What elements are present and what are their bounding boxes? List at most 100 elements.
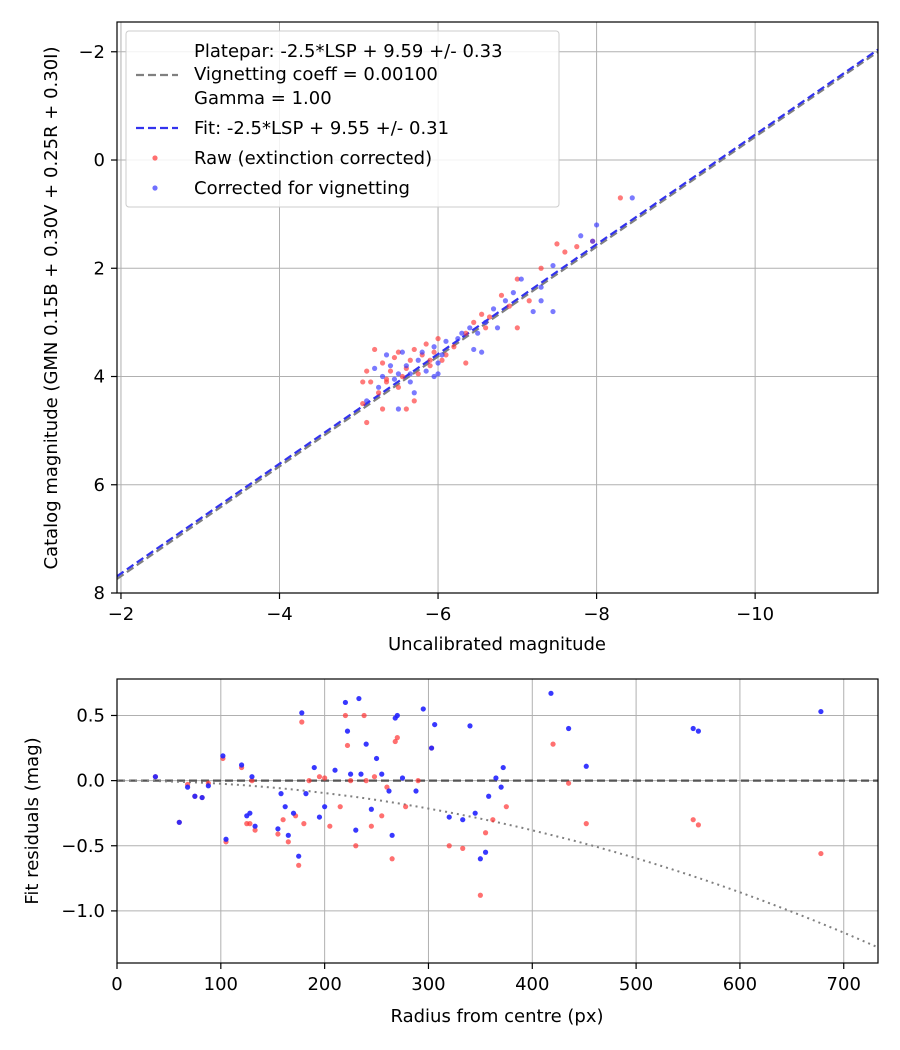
fit-line [116,48,879,578]
x-tick-label: 200 [307,974,341,995]
corrected-residual-point [460,817,466,823]
y-tick-label: −2 [78,42,105,63]
calibration-chart: −2 −4 −6 −8 −10 −2 0 2 4 6 8 Uncalibrated magnitud… [41,21,879,655]
raw-residual-point [482,830,489,836]
corrected-residual-point [152,774,159,780]
raw-point [443,352,449,358]
corrected-point [419,349,425,355]
vignetting-curve [116,779,879,949]
corrected-residual-point [368,806,374,812]
corrected-residual-point [467,723,473,729]
corrected-point [518,276,524,282]
raw-point [562,249,568,255]
corrected-point [538,284,544,290]
corrected-residual-point [249,774,255,780]
legend-platepar-line1: Platepar: -2.5*LSP + 9.59 +/- 0.33 [194,41,503,62]
legend-corrected-marker [152,185,158,191]
corrected-residual-point [247,810,253,816]
raw-residual-point [285,839,291,845]
raw-point [574,244,580,250]
raw-residual-point [550,741,556,747]
raw-point [514,276,520,282]
corrected-point [483,319,489,325]
x-tick-label: 100 [204,974,238,995]
raw-point [411,346,417,353]
corrected-residual-point [420,706,426,712]
corrected-point [435,360,441,366]
raw-point [360,379,366,385]
corrected-point [372,365,378,371]
raw-residual-point [477,892,483,898]
raw-point [498,292,505,298]
raw-point [379,406,386,412]
corrected-point [590,238,596,244]
raw-residual-point [337,804,343,810]
corrected-point [494,325,501,331]
corrected-residual-point [220,753,226,759]
top-points [360,195,635,426]
corrected-point [395,371,402,377]
corrected-residual-point [356,695,362,702]
y-tick-label: −0.5 [61,836,105,857]
raw-point [395,384,402,390]
raw-residual-point [361,712,367,719]
raw-residual-point [503,804,509,810]
y-tick-label: 8 [94,583,105,604]
corrected-point [431,373,437,380]
corrected-residual-point [275,826,281,832]
x-tick-label: −6 [425,604,452,625]
top-y-axis-label: Catalog magnitude (GMN 0.15B + 0.30V + 0… [41,46,62,569]
corrected-residual-point [379,771,385,777]
top-plot-frame [116,21,879,594]
corrected-residual-point [353,827,359,833]
raw-residual-point [384,784,390,790]
x-tick-label: −2 [108,604,135,625]
bottom-points [152,690,824,898]
bottom-reference-lines [116,779,879,949]
raw-residual-point [490,817,496,823]
bottom-x-axis-label: Radius from centre (px) [390,1006,603,1027]
raw-point [403,406,409,412]
corrected-residual-point [316,814,323,820]
legend: Platepar: -2.5*LSP + 9.59 +/- 0.33 Vigne… [125,30,560,208]
corrected-residual-point [311,764,317,771]
raw-residual-point [296,862,302,868]
corrected-point [395,406,402,412]
corrected-residual-point [192,793,198,799]
y-tick-label: 0 [94,150,105,171]
corrected-point [415,357,421,363]
corrected-point [391,376,398,382]
corrected-residual-point [446,814,452,820]
y-tick-label: 0.5 [76,705,105,726]
residuals-chart: 0 100 200 300 400 500 600 700 −1.0 −0.5 0.0 0.5 Rad… [22,678,879,1027]
raw-residual-point [316,774,323,780]
raw-point [483,325,489,331]
raw-residual-point [280,817,286,823]
x-tick-label: 600 [723,974,757,995]
corrected-residual-point [394,712,400,719]
raw-residual-point [403,804,409,810]
raw-point [526,298,532,304]
legend-box [125,30,560,208]
corrected-point [459,330,465,336]
corrected-point [443,338,449,344]
raw-point [479,311,485,317]
raw-point [364,419,370,426]
corrected-point [379,373,386,380]
corrected-residual-point [477,856,483,862]
raw-residual-point [342,712,349,719]
x-tick-label: 300 [411,974,445,995]
corrected-residual-point [278,791,284,797]
raw-residual-point [460,845,466,851]
raw-point [411,398,417,404]
corrected-residual-point [818,708,824,715]
raw-point [486,314,493,320]
raw-point [375,390,382,396]
corrected-residual-point [432,721,438,728]
corrected-residual-point [373,755,380,762]
corrected-residual-point [498,784,504,790]
legend-fit-label: Fit: -2.5*LSP + 9.55 +/- 0.31 [194,118,449,139]
bottom-axis-ticks: 0 100 200 300 400 500 600 700 −1.0 −0.5 0.0 0.5 [61,705,861,995]
raw-residual-point [344,742,351,749]
